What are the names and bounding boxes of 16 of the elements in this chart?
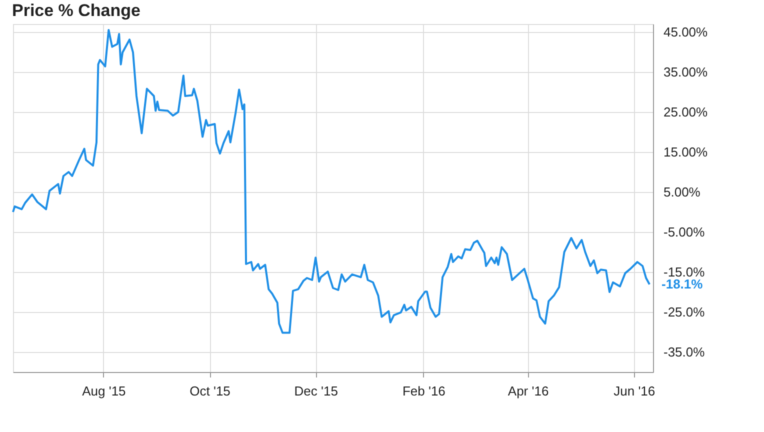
x-tick-label: Jun '16 xyxy=(614,384,656,398)
chart-title: Price % Change xyxy=(12,1,140,20)
y-tick-label: -35.0% xyxy=(664,344,706,360)
y-tick-label: -5.00% xyxy=(664,224,706,240)
y-tick-label: 35.00% xyxy=(664,64,708,80)
y-tick-label: 25.00% xyxy=(664,104,708,120)
line-series xyxy=(12,29,651,334)
x-tick-label: Oct '15 xyxy=(190,384,230,398)
y-tick-label: 45.00% xyxy=(664,24,708,40)
x-tick-label: Feb '16 xyxy=(402,384,446,398)
y-tick-label: 5.00% xyxy=(664,184,701,200)
x-tick-label: Dec '15 xyxy=(294,384,338,398)
x-tick-label: Aug '15 xyxy=(82,384,126,398)
y-tick-label: 15.00% xyxy=(664,144,708,160)
x-tick-label: Apr '16 xyxy=(508,384,549,398)
y-tick-label: -25.0% xyxy=(664,304,706,320)
